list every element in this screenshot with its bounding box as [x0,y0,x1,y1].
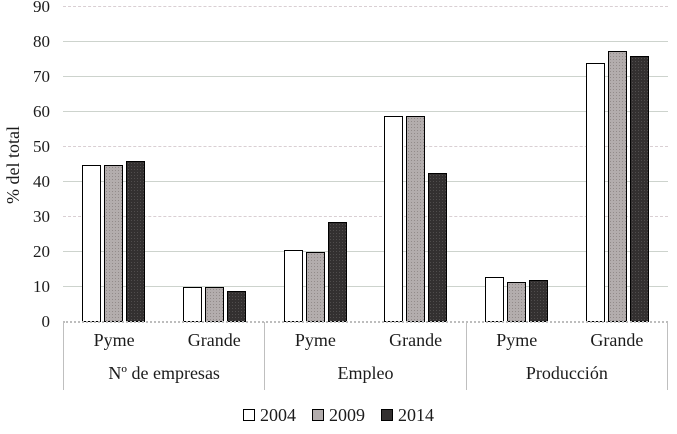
gridline-20 [63,251,668,252]
subcategory-label: Grande [389,329,443,350]
subcategory-label: Pyme [93,329,135,350]
bar-cluster-pyme-2 [265,7,366,322]
legend-swatch-2014 [381,409,393,421]
gridline-90 [63,6,668,7]
bar-2009 [204,287,224,322]
gridline-10 [63,286,668,287]
bar-2014 [428,173,448,322]
bar-2004 [182,287,202,322]
gridlines [63,6,668,322]
x-axis-baseline [63,321,668,323]
y-axis-tick-label: 30 [33,207,50,226]
y-axis-tick-label: 70 [33,67,50,86]
gridline-70 [63,76,668,77]
category-group-2: Pyme Grande Empleo [264,322,465,390]
legend-item-2014: 2014 [381,405,434,426]
category-group-3: Pyme Grande Producción [465,322,668,390]
group-label: Producción [525,362,608,383]
y-axis-tick-label: 20 [33,242,50,261]
y-axis-tick-label: 0 [41,312,51,331]
bar-2009 [406,115,426,322]
bar-cluster-grande-3 [567,7,668,322]
legend-swatch-2004 [243,409,255,421]
bar-2009 [608,50,628,322]
legend-swatch-2009 [312,409,324,421]
bar-2009 [507,282,527,322]
legend: 2004 2009 2014 [0,402,677,428]
y-axis-tick-label: 10 [33,277,50,296]
y-axis-tick-label: 40 [33,172,50,191]
bar-2014 [125,161,145,322]
bar-2009 [103,164,123,322]
bar-2004 [384,115,404,322]
bar-cluster-pyme-1 [63,7,164,322]
bar-2014 [226,290,246,322]
subcategory-label: Pyme [294,329,336,350]
gridline-60 [63,111,668,112]
bar-2004 [485,276,505,322]
subcategory-label: Pyme [496,329,538,350]
y-axis-tick-label: 80 [33,32,50,51]
subcategory-row: Pyme Grande [467,322,667,358]
subcategory-row: Pyme Grande [64,322,264,358]
gridline-30 [63,216,668,217]
group-label: Empleo [337,362,394,383]
legend-item-2009: 2009 [312,405,365,426]
y-axis-tick-label: 60 [33,102,50,121]
legend-label: 2009 [329,404,365,425]
bar-2004 [586,63,606,322]
subcategory-label: Grande [590,329,644,350]
bar-2014 [529,280,549,322]
subcategory-label: Grande [187,329,241,350]
bar-cluster-pyme-3 [466,7,567,322]
y-axis-tick-label: 90 [33,0,50,16]
bar-cluster-grande-2 [365,7,466,322]
gridline-50 [63,146,668,147]
group-label: Nº de empresas [108,362,220,383]
bar-2004 [283,250,303,322]
bar-2004 [81,164,101,322]
gridline-40 [63,181,668,182]
subcategory-row: Pyme Grande [265,322,465,358]
gridline-80 [63,41,668,42]
bar-2014 [327,222,347,322]
category-band: Pyme Grande Nº de empresas Pyme Grande Empleo… [63,322,668,390]
bar-2014 [630,56,650,322]
category-group-1: Pyme Grande Nº de empresas [63,322,264,390]
plot-area [63,6,668,323]
y-axis-tick-label: 50 [33,137,50,156]
legend-label: 2014 [398,404,434,425]
bars-layer [63,7,668,322]
legend-item-2004: 2004 [243,405,296,426]
bar-2009 [305,252,325,322]
bar-cluster-grande-1 [164,7,265,322]
legend-label: 2004 [260,404,296,425]
